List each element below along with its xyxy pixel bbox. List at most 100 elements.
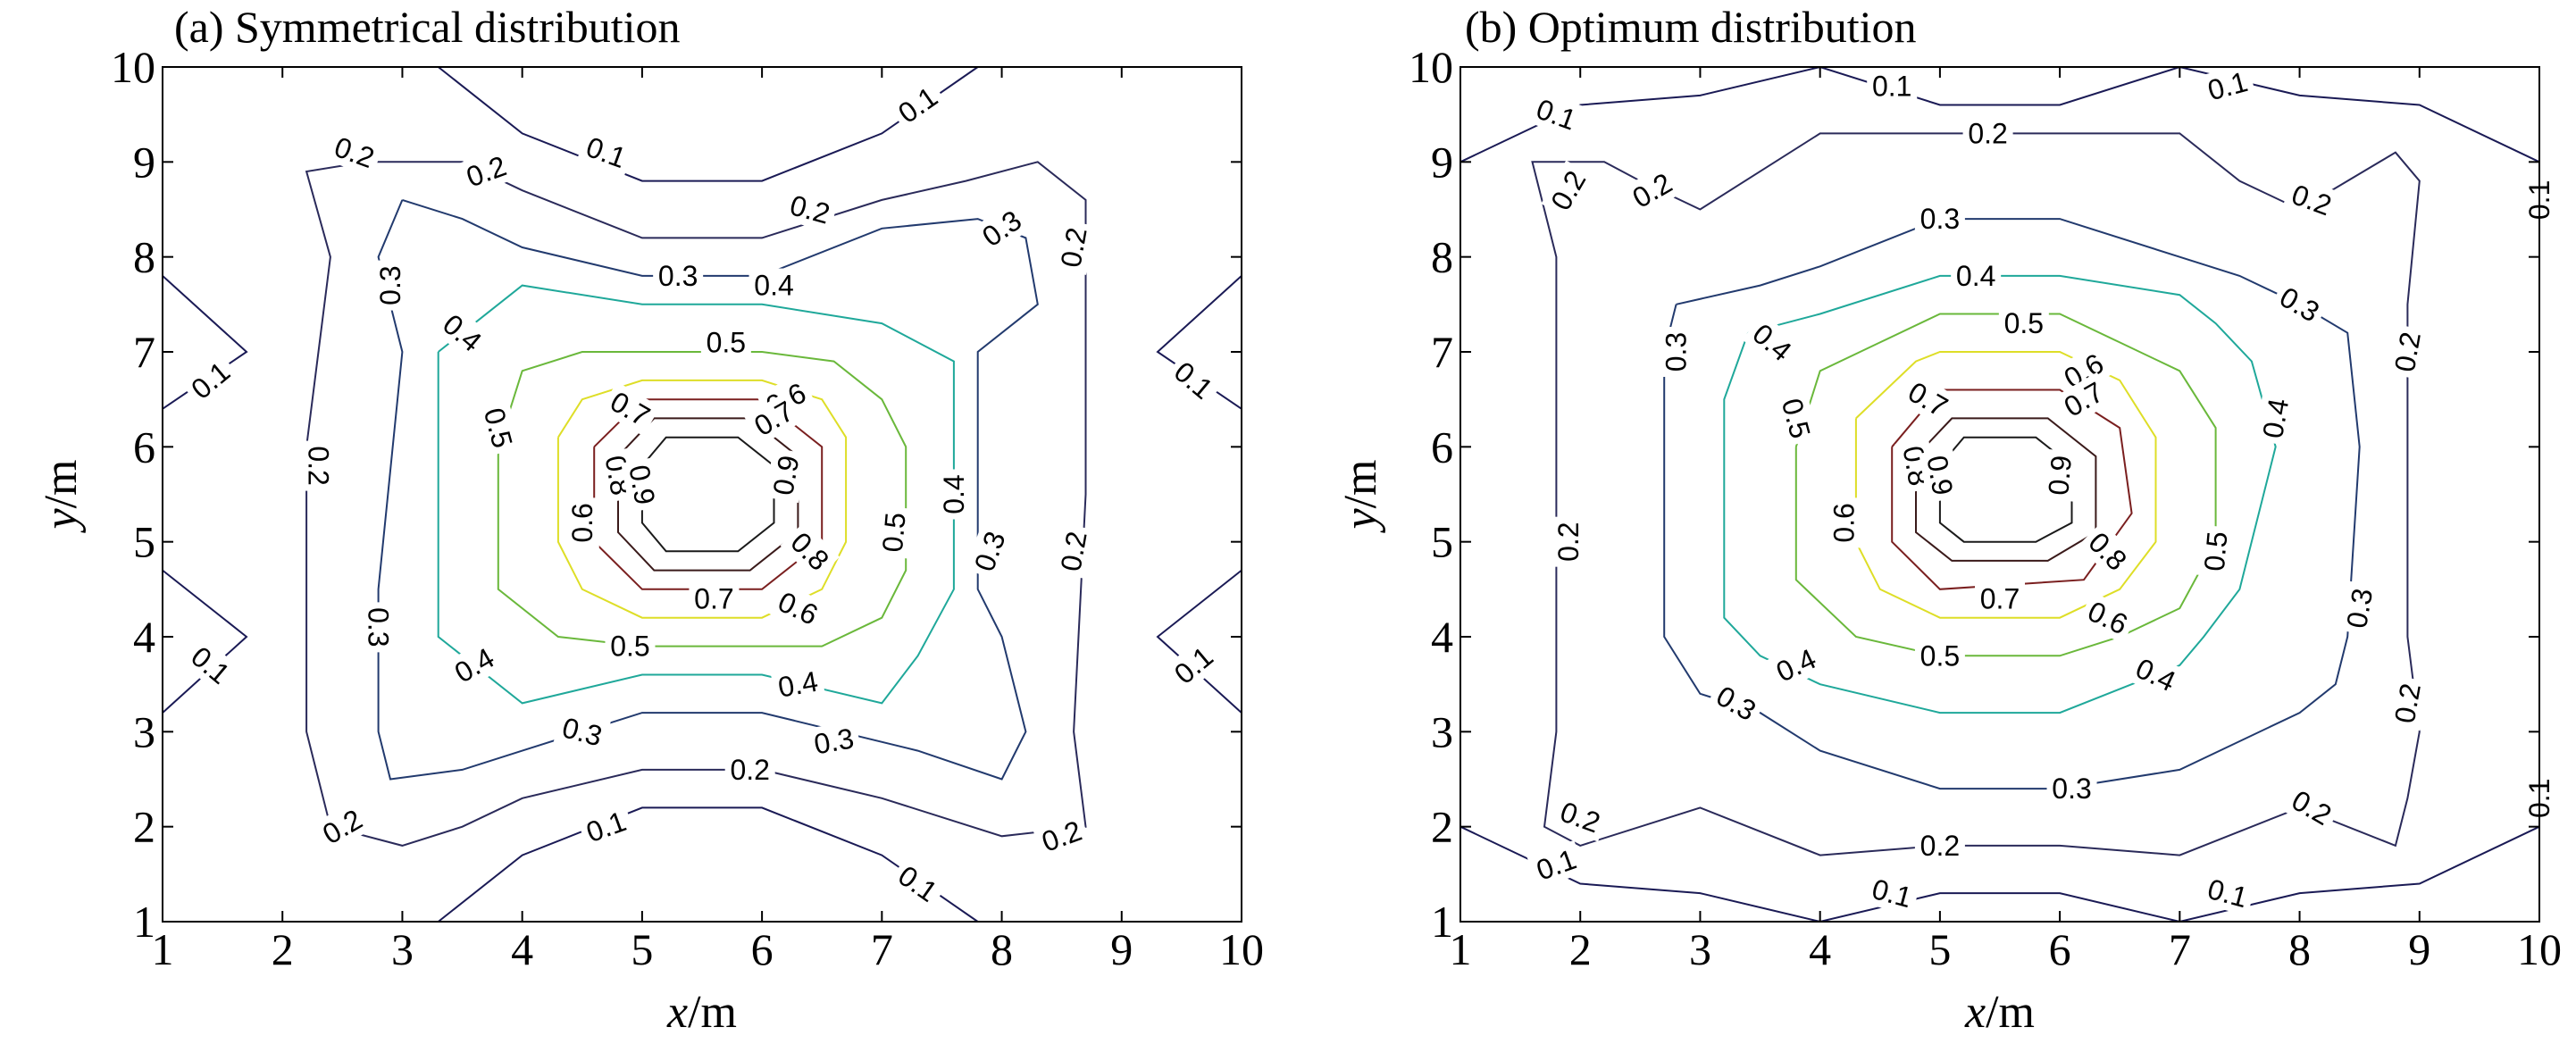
contour-label-background: [576, 128, 636, 178]
x-tick-label: 6: [751, 924, 774, 974]
contour-label-background: [1998, 306, 2049, 341]
contour-label-background: [576, 802, 636, 852]
contour-label-0.8: 0.8: [784, 526, 835, 577]
y-tick-label: 2: [1431, 802, 1453, 852]
contour-label-background: [874, 505, 914, 559]
contour-label-background: [2199, 870, 2256, 916]
y-tick-label: 7: [1431, 327, 1453, 377]
contour-label-background: [1659, 327, 1694, 377]
contour-label-background: [2282, 175, 2341, 225]
contour-line-0.7-0: [1891, 388, 2133, 590]
contour-label-background: [806, 720, 862, 763]
contour-label-background: [1705, 675, 1767, 731]
contour-label-background: [2386, 675, 2429, 731]
contour-label-background: [1951, 258, 2002, 293]
contour-label-background: [2046, 772, 2097, 806]
contour-label-background: [324, 128, 384, 178]
contour-label-0.9: 0.9: [2042, 455, 2078, 497]
axis-ticks: 1 2 3 4 5 6 7 8 9 10 1 2 3 4 5 6 7 8 9 10: [1409, 42, 2562, 974]
x-tick-label: 2: [1569, 924, 1592, 974]
contour-label-background: [2126, 648, 2186, 701]
contour-label-0.2: 0.2: [1920, 830, 1960, 862]
contour-label-background: [2338, 580, 2381, 636]
contour-label-background: [373, 260, 408, 311]
contour-label-background: [1897, 372, 1959, 427]
y-tick-label: 3: [133, 706, 155, 756]
y-tick-label: 9: [133, 137, 155, 187]
contour-label-background: [431, 304, 493, 363]
contour-label-0.7: 0.7: [1980, 582, 2020, 614]
contour-label-background: [689, 581, 740, 616]
contour-label-background: [2199, 63, 2256, 109]
contour-label-background: [312, 799, 373, 855]
contour-label-0.6: 0.6: [566, 503, 598, 542]
contour-label-0.2: 0.2: [1552, 522, 1585, 561]
x-tick-label: 4: [511, 924, 533, 974]
contour-line-0.1-0: [438, 66, 979, 182]
contour-label-0.5: 0.5: [2198, 530, 2234, 572]
y-tick-label: 6: [133, 422, 155, 472]
contour-label-background: [1766, 639, 1827, 691]
contour-label-0.1: 0.1: [2204, 65, 2251, 106]
contour-label-background: [1622, 163, 1683, 218]
contour-label-0.3: 0.3: [374, 265, 406, 305]
contour-label-0.5: 0.5: [707, 326, 746, 358]
contour-line-0.1-1: [1459, 825, 2540, 923]
contour-label-background: [743, 390, 805, 446]
y-tick-label: 1: [1431, 897, 1453, 947]
x-tick-label: 2: [272, 924, 294, 974]
contour-label-0.9: 0.9: [1920, 453, 1959, 497]
contour-label-background: [180, 351, 241, 410]
contour-label-background: [301, 440, 336, 491]
contour-label-background: [965, 522, 1015, 581]
contour-label-0.3: 0.3: [2340, 586, 2379, 631]
y-axis-variable: y: [1335, 508, 1386, 534]
contour-label-background: [767, 582, 828, 635]
contour-label-0.2: 0.2: [1968, 117, 2007, 149]
x-tick-label: 9: [2408, 924, 2430, 974]
contour-line-0.9-0: [1938, 436, 2073, 543]
contour-label-0.2: 0.2: [787, 188, 833, 230]
contour-line-0.1-0: [1459, 65, 2540, 163]
contour-label-background: [2254, 390, 2297, 447]
contour-label-background: [1867, 69, 1918, 104]
contour-label-0.3: 0.3: [812, 722, 857, 760]
y-axis-label: y/m: [1335, 460, 1386, 534]
contour-label-0.5: 0.5: [2004, 307, 2044, 339]
contour-label-background: [565, 497, 599, 548]
contour-label-background: [1914, 639, 1965, 673]
x-axis-variable: x: [1964, 987, 1986, 1038]
axis-ticks: 1 2 3 4 5 6 7 8 9 10 1 2 3 4 5 6 7 8 9 10: [111, 42, 1264, 974]
y-tick-label: 8: [1431, 232, 1453, 282]
x-tick-label: 8: [991, 924, 1013, 974]
contour-line-0.5-0: [1794, 313, 2217, 657]
y-tick-label: 4: [133, 612, 155, 662]
contour-label-0.4: 0.4: [938, 474, 970, 514]
contour-label-background: [1827, 497, 1861, 548]
contour-label-background: [2386, 324, 2429, 380]
y-tick-label: 9: [1431, 137, 1453, 187]
contour-label-0.6: 0.6: [1828, 503, 1861, 542]
contour-line-0.4-0: [437, 284, 955, 705]
contour-label-background: [2269, 277, 2330, 332]
contour-label-background: [700, 325, 751, 360]
x-tick-label: 10: [2517, 924, 2562, 974]
contour-line-0.6-0: [556, 379, 848, 619]
x-tick-label: 5: [1928, 924, 1951, 974]
y-tick-label: 5: [133, 517, 155, 567]
y-axis-unit: /m: [36, 460, 87, 509]
x-axis-label: x/m: [666, 987, 737, 1038]
contour-line-0.4-0: [1723, 274, 2277, 714]
y-axis-unit: /m: [1335, 460, 1386, 509]
contour-label-background: [2078, 522, 2138, 581]
x-tick-label: 5: [631, 924, 653, 974]
contour-label-0.5: 0.5: [478, 405, 519, 451]
contour-label-background: [1541, 160, 1596, 221]
contour-label-background: [553, 708, 611, 755]
contour-label-0.9: 0.9: [766, 453, 805, 497]
y-axis-label: y/m: [36, 460, 87, 534]
